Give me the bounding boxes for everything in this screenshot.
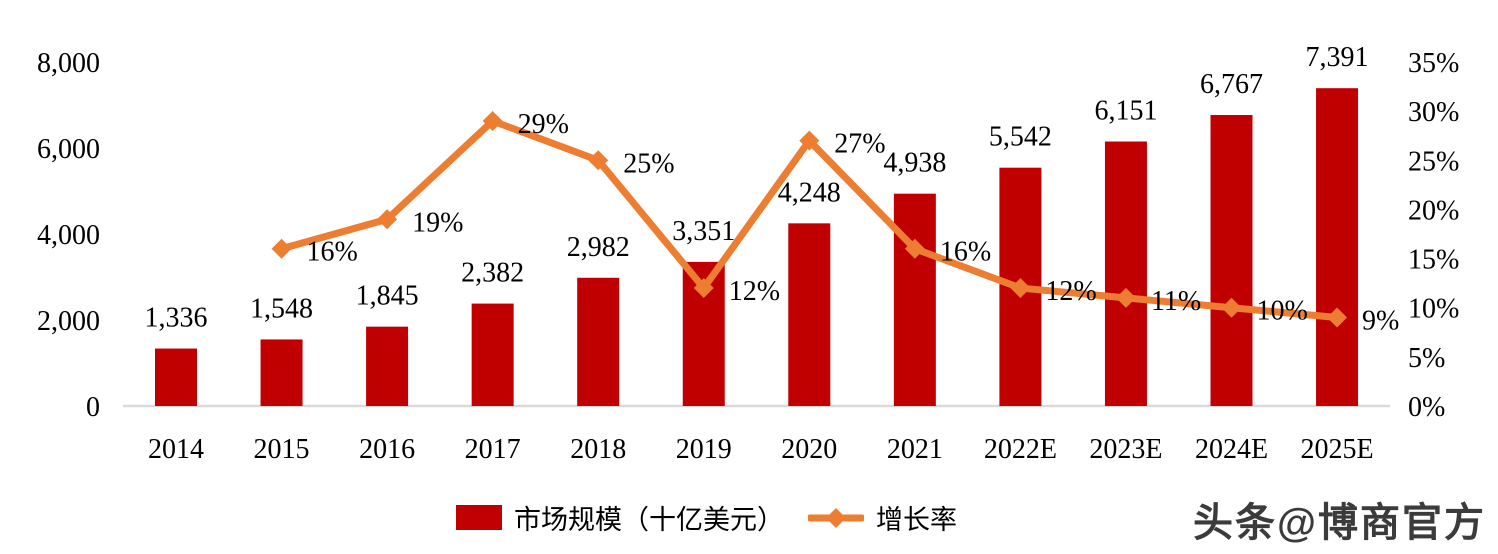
growth-rate-label: 16% xyxy=(307,237,358,268)
x-axis-label: 2015 xyxy=(254,434,310,465)
bar-2023E xyxy=(1104,141,1147,406)
right-axis-tick: 35% xyxy=(1408,48,1459,79)
growth-rate-label: 16% xyxy=(940,237,991,268)
bar-2025E xyxy=(1316,88,1359,406)
bar-2015 xyxy=(260,339,303,406)
growth-rate-label: 19% xyxy=(412,207,463,238)
bar-2018 xyxy=(577,277,620,406)
right-axis-tick: 25% xyxy=(1408,146,1459,177)
growth-rate-marker xyxy=(588,150,609,171)
x-axis-label: 2017 xyxy=(465,434,521,465)
bar-value-label: 5,542 xyxy=(989,122,1052,153)
left-axis-tick: 4,000 xyxy=(37,220,100,251)
bar-2020 xyxy=(788,223,831,406)
x-axis-label: 2016 xyxy=(359,434,415,465)
growth-rate-label: 29% xyxy=(518,109,569,140)
growth-rate-label: 12% xyxy=(729,276,780,307)
legend-item-market-size: 市场规模（十亿美元） xyxy=(456,498,784,537)
x-axis-label: 2023E xyxy=(1089,434,1162,465)
bar-value-label: 4,938 xyxy=(883,148,946,179)
bar-2024E xyxy=(1210,115,1253,407)
legend: 市场规模（十亿美元） 增长率 xyxy=(456,498,957,537)
growth-rate-marker xyxy=(271,238,292,259)
growth-rate-label: 11% xyxy=(1151,286,1201,317)
legend-label-market-size: 市场规模（十亿美元） xyxy=(514,505,784,535)
x-axis-label: 2018 xyxy=(570,434,626,465)
bar-2021 xyxy=(893,193,936,406)
bar-value-label: 1,548 xyxy=(250,293,313,324)
growth-rate-label: 10% xyxy=(1257,296,1308,327)
growth-rate-label: 25% xyxy=(623,148,674,179)
bar-value-label: 7,391 xyxy=(1306,42,1369,73)
x-axis-label: 2014 xyxy=(148,434,204,465)
left-axis-tick: 0 xyxy=(86,392,100,423)
bar-2014 xyxy=(155,348,197,406)
bar-value-label: 6,767 xyxy=(1200,69,1263,100)
x-axis-label: 2021 xyxy=(887,434,943,465)
growth-rate-label: 9% xyxy=(1362,306,1399,337)
growth-rate-marker xyxy=(482,110,503,131)
x-axis-label: 2020 xyxy=(781,434,837,465)
bar-2016 xyxy=(366,326,409,406)
bar-value-label: 1,336 xyxy=(145,303,208,334)
bar-value-label: 4,248 xyxy=(778,177,841,208)
bar-value-label: 1,845 xyxy=(356,281,419,312)
bar-value-label: 3,351 xyxy=(672,216,735,247)
right-axis-tick: 15% xyxy=(1408,245,1459,276)
right-axis-tick: 5% xyxy=(1408,343,1445,374)
right-axis-tick: 0% xyxy=(1408,392,1445,423)
growth-rate-label: 27% xyxy=(834,129,885,160)
left-axis-tick: 6,000 xyxy=(37,134,100,165)
x-axis-label: 2025E xyxy=(1300,434,1373,465)
x-axis-label: 2019 xyxy=(676,434,732,465)
growth-rate-label: 12% xyxy=(1045,276,1096,307)
watermark: 头条@博商官方 xyxy=(1192,501,1486,545)
legend-item-growth-rate: 增长率 xyxy=(808,498,957,537)
x-axis-label: 2024E xyxy=(1195,434,1268,465)
growth-rate-marker xyxy=(1221,297,1242,318)
growth-rate-marker xyxy=(1115,287,1136,308)
x-axis-label: 2022E xyxy=(984,434,1057,465)
bar-value-label: 2,382 xyxy=(461,258,524,289)
line-series-swatch xyxy=(808,507,864,528)
bar-2017 xyxy=(471,303,514,406)
growth-rate-marker xyxy=(1327,307,1348,328)
bar-series-swatch xyxy=(456,505,502,530)
right-axis-tick: 10% xyxy=(1408,294,1459,325)
growth-rate-marker xyxy=(693,278,714,299)
growth-rate-marker xyxy=(1010,278,1031,299)
growth-rate-marker xyxy=(799,130,820,151)
left-axis-tick: 8,000 xyxy=(37,48,100,79)
growth-rate-marker xyxy=(904,238,925,259)
bar-value-label: 2,982 xyxy=(567,232,630,263)
right-axis-tick: 20% xyxy=(1408,195,1459,226)
left-axis-tick: 2,000 xyxy=(37,306,100,337)
growth-rate-marker xyxy=(377,209,398,230)
legend-label-growth-rate: 增长率 xyxy=(876,505,957,535)
right-axis-tick: 30% xyxy=(1408,97,1459,128)
bar-value-label: 6,151 xyxy=(1094,96,1157,127)
